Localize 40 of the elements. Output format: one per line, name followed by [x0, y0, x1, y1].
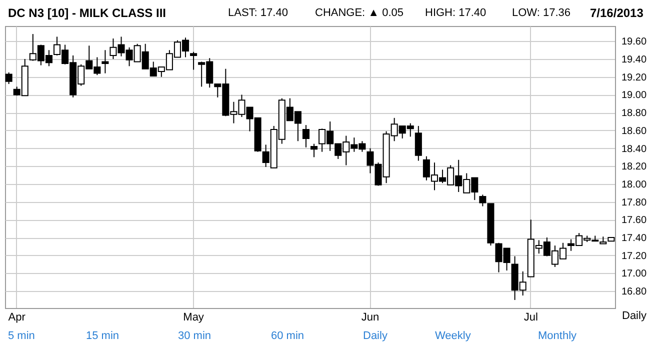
- y-tick-label: 18.20: [622, 162, 647, 173]
- x-tick-label: May: [183, 312, 204, 324]
- text: Monthly: [538, 330, 577, 342]
- text: 30 min: [178, 330, 212, 342]
- y-tick-label: 17.00: [622, 268, 647, 280]
- candlestick: [5, 72, 12, 85]
- y-tick-label: 19.40: [622, 54, 647, 66]
- y-tick-label: 18.80: [622, 108, 647, 120]
- text: LAST: 17.40: [228, 7, 288, 19]
- text: 15 min: [86, 330, 120, 342]
- candlestick: [414, 125, 422, 162]
- text: Daily: [363, 330, 388, 342]
- text: Daily: [622, 310, 646, 322]
- text: Weekly: [435, 330, 471, 342]
- x-tick-label: Jun: [361, 312, 380, 324]
- y-tick-label: 19.00: [622, 90, 647, 102]
- x-tick-label: Jul: [524, 312, 538, 324]
- y-tick-label: 19.20: [622, 72, 647, 84]
- y-tick-label: 19.60: [622, 36, 647, 48]
- text: CHANGE: ▲ 0.05: [315, 7, 404, 19]
- candlestick: [310, 143, 318, 158]
- x-tick-label: Apr: [8, 312, 26, 324]
- text: 5 min: [8, 330, 35, 342]
- y-tick-label: 17.60: [622, 215, 647, 226]
- text: LOW: 17.36: [512, 7, 570, 19]
- text: 60 min: [271, 330, 304, 342]
- y-tick-label: 18.00: [622, 179, 647, 190]
- text: HIGH: 17.40: [425, 7, 486, 19]
- chart-title: DC N3 [10] - MILK CLASS III: [8, 6, 166, 20]
- y-tick-label: 18.60: [622, 126, 647, 137]
- candlestick: [102, 50, 109, 74]
- candlestick: [302, 124, 310, 148]
- candlestick: [479, 194, 486, 207]
- y-tick-label: 17.40: [622, 233, 647, 244]
- y-tick-label: 17.20: [622, 250, 647, 262]
- y-tick-label: 17.80: [622, 197, 647, 208]
- y-tick-label: 18.40: [622, 144, 647, 155]
- candlestick: [190, 51, 198, 70]
- text: 7/16/2013: [590, 6, 644, 20]
- y-tick-label: 16.80: [622, 286, 647, 298]
